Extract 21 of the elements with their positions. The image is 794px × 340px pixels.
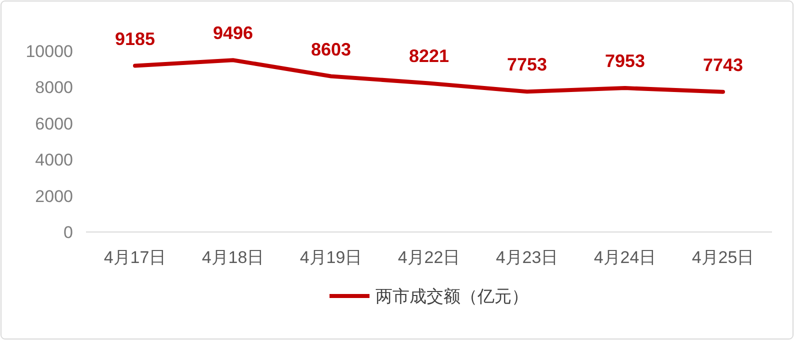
- x-tick-label: 4月17日: [104, 248, 166, 267]
- x-tick-label: 4月22日: [398, 248, 460, 267]
- x-tick-label: 4月23日: [496, 248, 558, 267]
- x-tick-label: 4月19日: [300, 248, 362, 267]
- x-tick-label: 4月25日: [692, 248, 754, 267]
- data-label: 7743: [702, 54, 744, 75]
- x-tick-label: 4月18日: [202, 248, 264, 267]
- data-label: 8603: [310, 39, 352, 60]
- data-label: 7753: [506, 54, 548, 75]
- data-label: 9496: [212, 23, 254, 44]
- data-label: 8221: [408, 46, 450, 66]
- y-tick-label: 4000: [35, 150, 73, 170]
- y-tick-label: 2000: [35, 186, 73, 206]
- x-tick-label: 4月24日: [594, 248, 656, 267]
- y-tick-label: 10000: [26, 42, 73, 61]
- y-tick-label: 0: [64, 223, 73, 242]
- data-label: 9185: [114, 28, 156, 49]
- y-tick-label: 6000: [35, 114, 73, 134]
- data-label: 7953: [604, 51, 646, 72]
- y-tick-label: 8000: [35, 78, 73, 98]
- legend-label: 两市成交额（亿元）: [376, 287, 528, 306]
